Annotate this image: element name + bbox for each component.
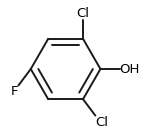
Text: F: F xyxy=(11,85,19,98)
Text: Cl: Cl xyxy=(95,116,108,129)
Text: OH: OH xyxy=(120,63,140,75)
Text: Cl: Cl xyxy=(77,7,90,20)
